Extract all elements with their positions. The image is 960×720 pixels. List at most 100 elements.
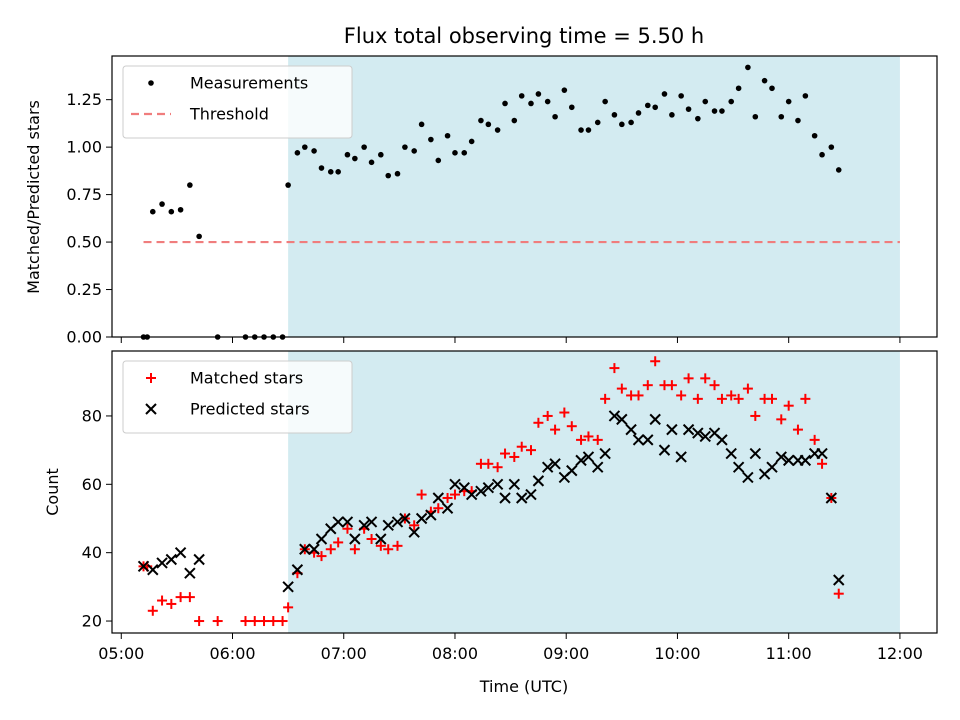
data-point [499,492,511,504]
data-point [177,206,184,213]
data-point [782,454,795,467]
data-point [700,373,711,384]
y-tick-label: 1.25 [66,90,102,109]
data-point [449,489,460,500]
data-point [726,390,737,401]
y-tick-label: 40 [82,543,102,562]
data-point [491,478,504,491]
data-point [349,533,361,545]
data-point [327,169,334,175]
series-measurements [140,64,842,340]
data-point [442,492,453,503]
data-point [156,557,168,569]
data-point [411,148,417,154]
legend-label: Measurements [190,74,308,93]
data-point [549,458,561,470]
data-point [644,102,651,109]
observing-window-shade [288,351,900,633]
data-point [383,544,394,555]
data-point [416,489,427,500]
observing-window-shade [288,56,900,337]
data-point [800,393,811,404]
legend-marker [145,403,157,415]
data-point [669,112,675,118]
data-point [341,516,354,528]
x-tick-label: 11:00 [766,644,812,663]
data-point [585,127,592,133]
data-point [518,93,525,99]
data-point [582,451,595,463]
data-point [461,150,468,156]
data-point [833,574,845,586]
data-point [566,464,578,477]
data-point [433,503,444,514]
data-point [333,537,344,548]
data-point [166,598,177,609]
data-point [600,393,611,404]
data-point [602,98,608,105]
legend-item: Predicted stars [145,400,310,419]
data-point [375,533,387,545]
data-point [816,447,828,460]
data-point [825,492,838,504]
legend-item: Matched stars [146,369,303,388]
data-point [409,520,420,531]
data-point [811,132,818,139]
data-point [775,451,787,463]
data-point [685,106,692,112]
data-point [382,519,394,532]
legend-box [122,65,353,139]
data-point [795,117,801,124]
data-point [475,485,487,497]
x-tick-label: 05:00 [98,644,144,663]
data-point [492,462,503,473]
data-point [742,471,754,484]
y-tick-label: 60 [82,475,102,494]
data-point [608,410,621,422]
data-point [561,87,568,93]
data-point [325,544,336,555]
data-point [594,119,601,126]
data-point [425,509,437,521]
data-point [402,144,408,150]
data-point [516,441,527,452]
data-point [516,492,528,504]
top-panel: 0.00 0.25 0.50 0.75 1.00 1.25 Measurements Thre… [66,55,938,347]
data-point [159,201,165,207]
chart-title: Flux total observing time = 5.50 h [344,24,704,48]
x-axis-label: Time (UTC) [479,677,568,696]
data-point [633,390,644,401]
data-point [632,434,645,446]
data-point [535,91,542,97]
data-point [666,380,677,391]
data-point [749,447,762,460]
data-point [642,380,653,391]
data-point [599,447,611,460]
legend-marker [148,80,154,86]
data-point [828,144,835,150]
data-point [699,430,711,443]
data-point [302,144,308,150]
data-point [418,121,425,128]
legend-label: Threshold [189,105,269,124]
data-point [184,567,196,579]
legend: Measurements Threshold [122,65,353,139]
data-point [819,151,825,158]
data-point [833,588,844,599]
data-point [809,434,820,445]
data-point [592,434,603,445]
data-point [147,605,158,616]
legend-label: Predicted stars [190,400,310,419]
data-point [378,151,384,158]
data-point [611,112,618,118]
data-point [184,592,195,603]
x-tick-label: 12:00 [877,644,923,663]
data-point [332,516,344,528]
data-point [675,451,687,463]
data-point [541,461,554,473]
data-point [175,592,186,603]
data-point [735,85,742,92]
data-point [745,64,751,71]
data-point [428,136,434,143]
data-point [282,581,294,593]
